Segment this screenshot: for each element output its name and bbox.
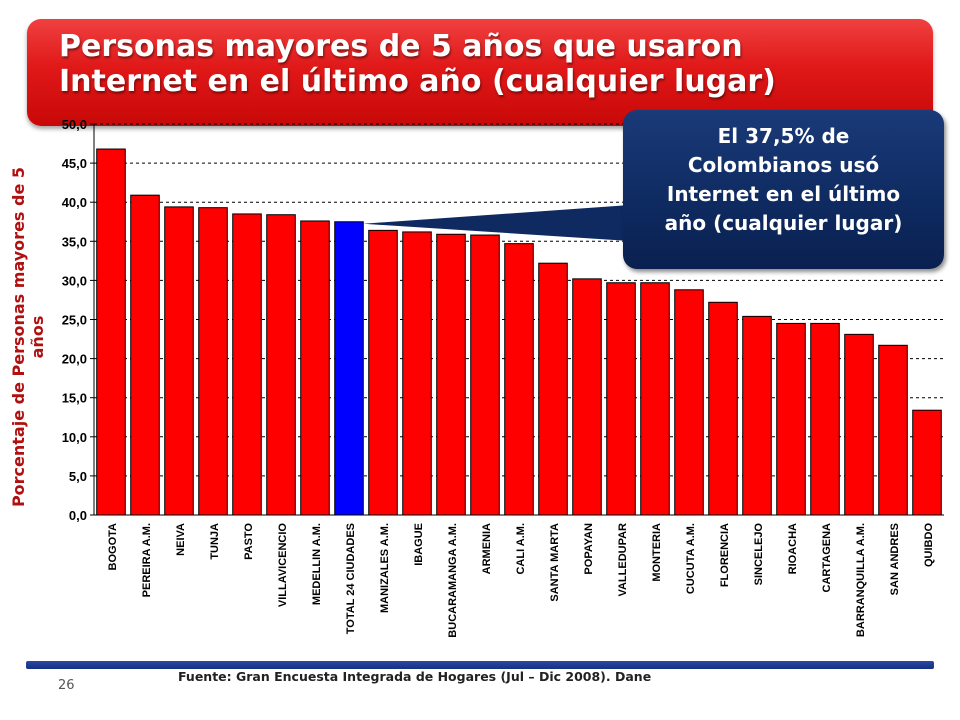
callout-line: El 37,5% de	[717, 124, 850, 148]
x-tick-label: RIOACHA	[787, 523, 799, 574]
bar	[606, 282, 636, 516]
y-tick-label: 30,0	[62, 273, 87, 288]
bar	[844, 333, 874, 516]
x-tick-label: VALLEDUPAR	[617, 523, 629, 597]
bar	[776, 322, 806, 516]
x-tick-label: PEREIRA A.M.	[141, 523, 153, 597]
bar	[572, 278, 602, 516]
x-tick-label: BOGOTA	[107, 523, 119, 571]
bar	[470, 234, 500, 516]
y-tick-label: 25,0	[62, 313, 87, 328]
x-tick-label: MONTERIA	[651, 523, 663, 582]
bar	[368, 229, 398, 516]
bar	[708, 301, 738, 516]
x-tick-label: PASTO	[243, 523, 255, 560]
x-tick-label: NEIVA	[175, 523, 187, 556]
callout-line: año (cualquier lugar)	[664, 211, 903, 235]
bar	[266, 214, 296, 516]
y-tick-label: 5,0	[69, 469, 87, 484]
y-tick-label: 0,0	[69, 508, 87, 523]
bar	[504, 243, 534, 516]
x-tick-label: POPAYAN	[583, 523, 595, 575]
y-tick-labels: 0,0 5,0 10,0 15,0 20,0 25,0 30,0 35,0 40,0 45,0 50…	[62, 117, 87, 523]
y-tick-label: 45,0	[62, 156, 87, 171]
x-tick-labels: BOGOTA PEREIRA A.M. NEIVA TUNJA PASTO VILLAVI…	[107, 523, 935, 638]
x-tick-label: IBAGUE	[413, 523, 425, 566]
x-tick-label: MEDELLIN A.M.	[311, 523, 323, 605]
bar	[810, 322, 840, 516]
x-tick-label: FLORENCIA	[719, 523, 731, 587]
callout-line: Internet en el último	[666, 182, 901, 206]
bar	[674, 289, 704, 516]
bar	[640, 282, 670, 516]
x-tick-label: SAN ANDRES	[889, 523, 901, 595]
y-tick-label: 50,0	[62, 117, 87, 132]
x-tick-label: MANIZALES A.M.	[379, 523, 391, 613]
axes	[90, 123, 944, 516]
callout-box: El 37,5% de Colombianos usó Internet en …	[623, 110, 944, 269]
y-tick-label: 10,0	[62, 430, 87, 445]
bar	[232, 213, 262, 516]
x-tick-label: CALI A.M.	[515, 523, 527, 575]
x-tick-label: TUNJA	[209, 523, 221, 560]
bar-highlight	[334, 221, 364, 516]
slide-title-line1: Personas mayores de 5 años que usaron	[59, 29, 743, 64]
page-number: 26	[58, 678, 75, 693]
bar	[436, 233, 466, 516]
bar	[742, 315, 772, 516]
callout-pointer	[363, 205, 630, 241]
title-banner: Personas mayores de 5 años que usaron In…	[27, 19, 933, 126]
callout-line: Colombianos usó	[687, 153, 880, 177]
x-tick-label: CARTAGENA	[821, 523, 833, 593]
x-tick-label: ARMENIA	[481, 523, 493, 574]
bar	[96, 148, 126, 516]
bar	[538, 262, 568, 516]
bar	[402, 231, 432, 516]
x-tick-label: QUIBDO	[923, 523, 935, 567]
y-tick-label: 15,0	[62, 391, 87, 406]
x-tick-label: CUCUTA A.M.	[685, 523, 697, 594]
source-note: Fuente: Gran Encuesta Integrada de Hogar…	[178, 669, 652, 684]
x-tick-label: SINCELEJO	[753, 523, 765, 586]
bar	[130, 194, 160, 516]
x-tick-label: BARRANQUILLA A.M.	[855, 523, 867, 637]
x-tick-label: SANTA MARTA	[549, 523, 561, 602]
bar	[164, 206, 194, 516]
x-tick-label: VILLAVICENCIO	[277, 523, 289, 608]
x-tick-label: BUCARAMANGA A.M.	[447, 523, 459, 638]
y-tick-label: 40,0	[62, 195, 87, 210]
footer-bar	[26, 661, 934, 669]
y-tick-label: 20,0	[62, 352, 87, 367]
y-tick-label: 35,0	[62, 234, 87, 249]
bar	[300, 220, 330, 516]
bar	[878, 344, 908, 516]
bar	[912, 409, 942, 516]
bars	[96, 148, 942, 516]
bar	[198, 207, 228, 516]
callout-text: El 37,5% de Colombianos usó Internet en …	[623, 122, 944, 238]
slide-title-line2: Internet en el último año (cualquier lug…	[59, 64, 776, 99]
x-tick-label: TOTAL 24 CIUDADES	[345, 523, 357, 634]
